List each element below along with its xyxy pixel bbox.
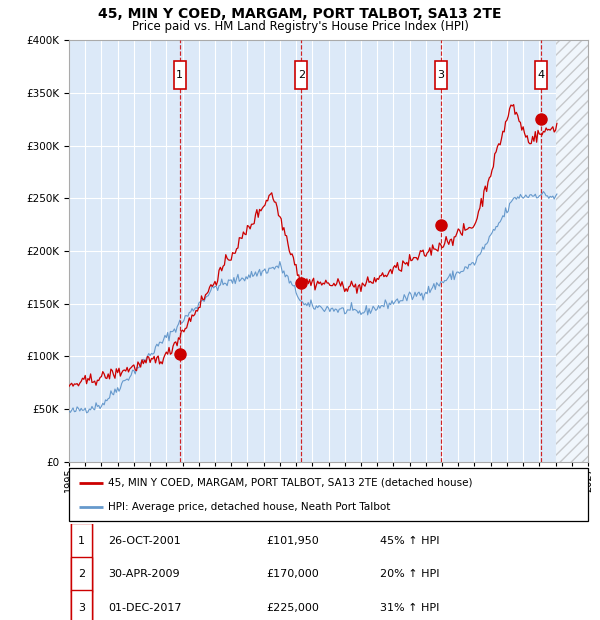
Text: 01-DEC-2017: 01-DEC-2017	[108, 603, 181, 613]
FancyBboxPatch shape	[173, 61, 185, 89]
Text: 3: 3	[78, 603, 85, 613]
Text: 31% ↑ HPI: 31% ↑ HPI	[380, 603, 440, 613]
Text: £170,000: £170,000	[266, 569, 319, 579]
FancyBboxPatch shape	[71, 590, 92, 620]
FancyBboxPatch shape	[71, 557, 92, 620]
Text: 26-OCT-2001: 26-OCT-2001	[108, 536, 181, 546]
Text: 1: 1	[78, 536, 85, 546]
FancyBboxPatch shape	[434, 61, 447, 89]
Text: 45, MIN Y COED, MARGAM, PORT TALBOT, SA13 2TE: 45, MIN Y COED, MARGAM, PORT TALBOT, SA1…	[98, 7, 502, 22]
Text: 20% ↑ HPI: 20% ↑ HPI	[380, 569, 440, 579]
FancyBboxPatch shape	[295, 61, 307, 89]
Text: 4: 4	[538, 70, 545, 80]
FancyBboxPatch shape	[71, 490, 92, 591]
Text: 1: 1	[176, 70, 183, 80]
Bar	[556, 40, 588, 462]
Text: 2: 2	[298, 70, 305, 80]
Text: 2: 2	[78, 569, 85, 579]
Text: £225,000: £225,000	[266, 603, 319, 613]
Text: 45% ↑ HPI: 45% ↑ HPI	[380, 536, 440, 546]
Text: HPI: Average price, detached house, Neath Port Talbot: HPI: Average price, detached house, Neat…	[108, 502, 391, 512]
FancyBboxPatch shape	[535, 61, 547, 89]
Text: £101,950: £101,950	[266, 536, 319, 546]
FancyBboxPatch shape	[71, 523, 92, 620]
Text: 3: 3	[437, 70, 444, 80]
Text: Price paid vs. HM Land Registry's House Price Index (HPI): Price paid vs. HM Land Registry's House …	[131, 20, 469, 33]
Text: 30-APR-2009: 30-APR-2009	[108, 569, 179, 579]
Bar	[556, 40, 588, 462]
Text: 45, MIN Y COED, MARGAM, PORT TALBOT, SA13 2TE (detached house): 45, MIN Y COED, MARGAM, PORT TALBOT, SA1…	[108, 478, 472, 488]
FancyBboxPatch shape	[69, 468, 588, 521]
